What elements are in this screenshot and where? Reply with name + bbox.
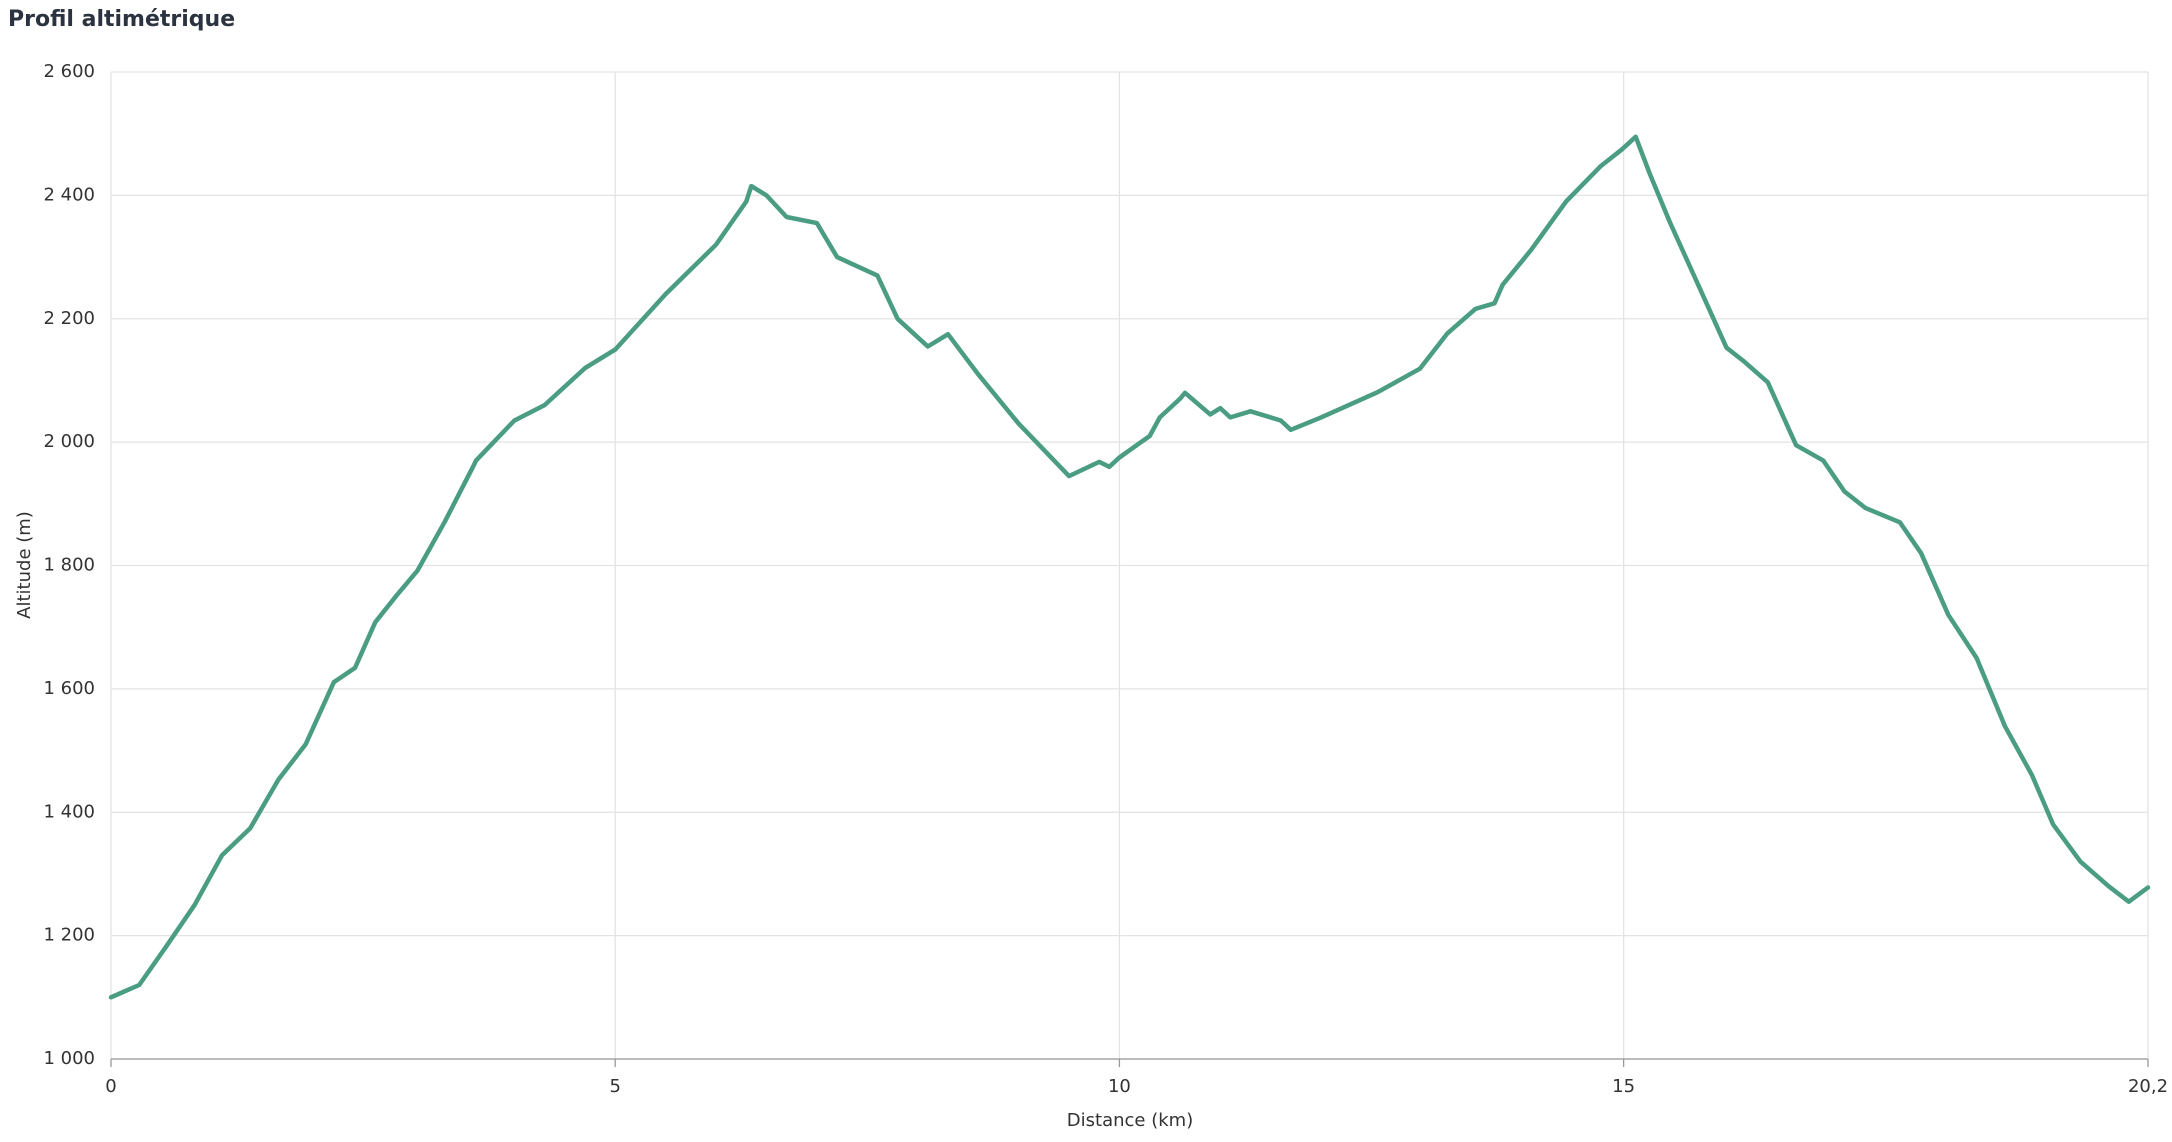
y-tick-label: 2 400: [43, 184, 95, 205]
x-tick-label: 0: [105, 1076, 116, 1097]
y-tick-label: 2 600: [43, 61, 95, 82]
y-tick-label: 2 000: [43, 431, 95, 452]
y-axis-label: Altitude (m): [14, 511, 35, 619]
x-tick-label: 20,2: [2128, 1076, 2168, 1097]
x-axis-label: Distance (km): [1067, 1110, 1193, 1131]
y-tick-label: 1 000: [43, 1048, 95, 1069]
x-tick-label: 5: [609, 1076, 620, 1097]
y-tick-label: 2 200: [43, 308, 95, 329]
x-tick-label: 10: [1108, 1076, 1131, 1097]
y-tick-label: 1 200: [43, 925, 95, 946]
elevation-line: [108, 134, 2151, 1000]
y-tick-label: 1 400: [43, 801, 95, 822]
x-tick-label: 15: [1612, 1076, 1635, 1097]
chart-title: Profil altimétrique: [8, 7, 235, 32]
y-tick-label: 1 600: [43, 678, 95, 699]
y-tick-label: 1 800: [43, 555, 95, 576]
